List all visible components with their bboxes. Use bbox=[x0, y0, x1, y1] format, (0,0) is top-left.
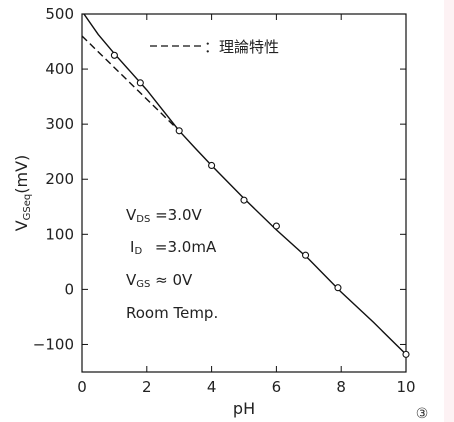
x-tick-label: 0 bbox=[77, 378, 87, 396]
data-point bbox=[136, 79, 144, 87]
data-point bbox=[110, 51, 118, 59]
y-tick-label: 500 bbox=[45, 5, 74, 23]
data-point bbox=[175, 127, 183, 135]
x-axis-ticks: 0 2 4 6 8 10 bbox=[77, 14, 416, 396]
annotation-room-temp: Room Temp. bbox=[126, 304, 218, 322]
data-markers bbox=[110, 51, 410, 358]
x-tick-label: 8 bbox=[336, 378, 346, 396]
legend-label: ：理論特性 bbox=[204, 38, 279, 56]
right-edge-strip bbox=[444, 0, 454, 422]
x-tick-label: 2 bbox=[142, 378, 152, 396]
series-lines bbox=[82, 14, 406, 355]
annotation-id: ID =3.0mA bbox=[130, 238, 217, 257]
x-tick-label: 10 bbox=[396, 378, 415, 396]
y-tick-label: −100 bbox=[33, 335, 74, 353]
y-axis-ticks: −100 0 100 200 300 400 500 bbox=[33, 5, 406, 353]
annotation-vgs: VGS ≈ 0V bbox=[126, 271, 193, 290]
data-point bbox=[240, 196, 248, 204]
plot-frame bbox=[81, 13, 407, 373]
y-tick-label: 200 bbox=[45, 170, 74, 188]
data-point bbox=[208, 161, 216, 170]
data-point bbox=[334, 284, 342, 292]
theory-dashed-line bbox=[82, 35, 180, 132]
data-point bbox=[402, 350, 410, 358]
annotation-vds: VDS =3.0V bbox=[126, 206, 203, 225]
y-tick-label: 0 bbox=[64, 280, 74, 298]
y-tick-label: 400 bbox=[45, 60, 74, 78]
figure-number-badge: ③ bbox=[416, 406, 429, 422]
data-point bbox=[272, 222, 280, 230]
y-tick-label: 100 bbox=[45, 225, 74, 243]
conditions-annotation: VDS =3.0V ID =3.0mA VGS ≈ 0V Room Temp. bbox=[126, 206, 218, 322]
x-tick-label: 6 bbox=[272, 378, 282, 396]
x-axis-title: pH bbox=[233, 399, 255, 418]
data-point bbox=[302, 251, 310, 259]
legend: ：理論特性 bbox=[150, 38, 279, 56]
y-axis-title: VGSeq(mV) bbox=[12, 155, 33, 232]
fit-curve-line bbox=[83, 14, 406, 355]
x-tick-label: 4 bbox=[207, 378, 217, 396]
y-tick-label: 300 bbox=[45, 115, 74, 133]
